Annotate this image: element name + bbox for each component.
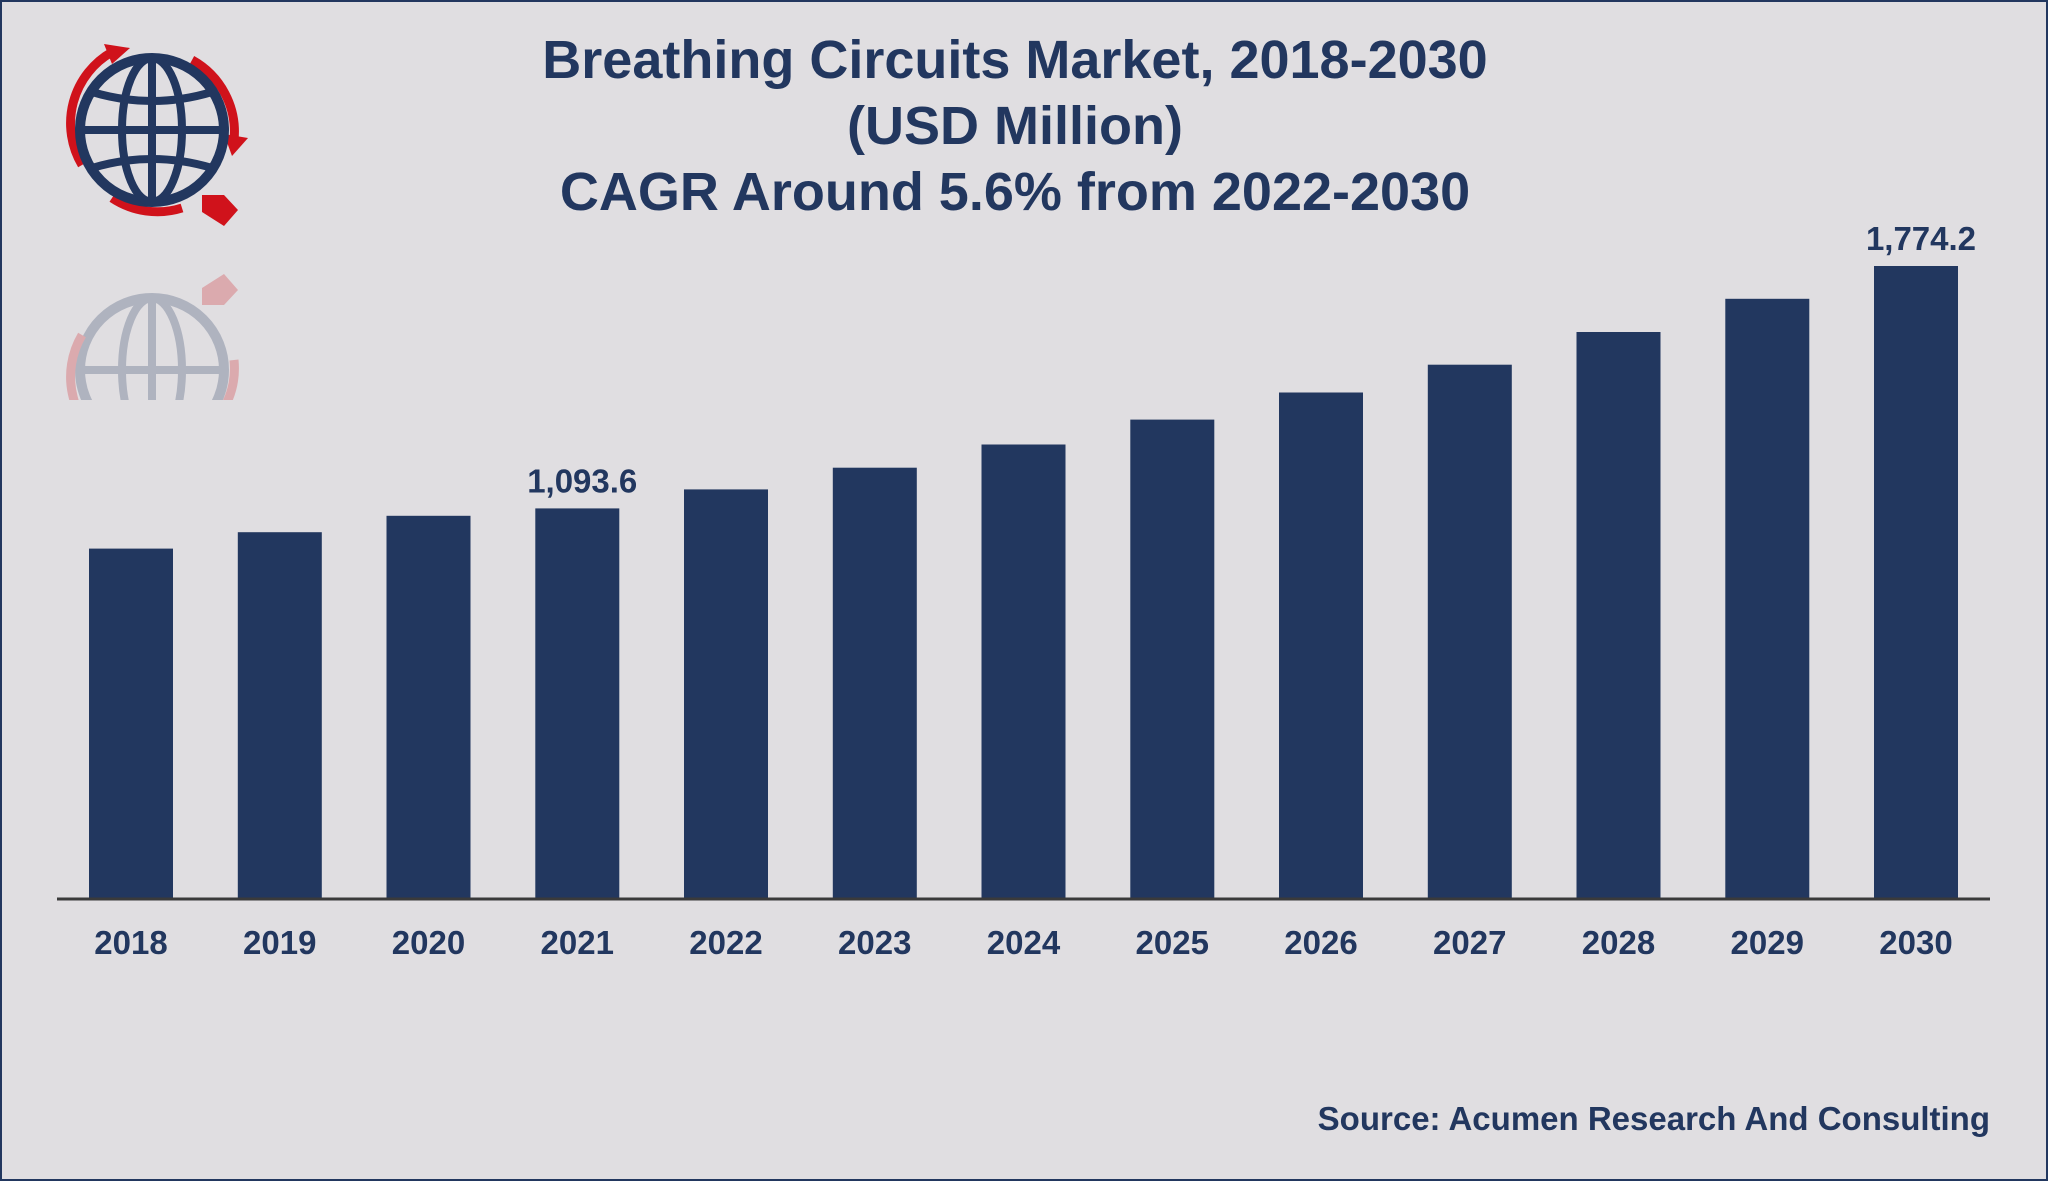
x-tick-label-2024: 2024 <box>987 924 1061 961</box>
bar-2019 <box>237 532 322 898</box>
source-note: Source: Acumen Research And Consulting <box>1317 1100 1990 1137</box>
bar-2023 <box>832 467 917 898</box>
x-tick-label-2020: 2020 <box>392 924 465 961</box>
bar-2018 <box>89 548 173 898</box>
x-tick-label-2029: 2029 <box>1731 924 1804 961</box>
x-tick-label-2027: 2027 <box>1433 924 1506 961</box>
x-tick-label-2026: 2026 <box>1284 924 1357 961</box>
bar-2022 <box>684 489 768 898</box>
bar-2029 <box>1725 298 1810 898</box>
x-tick-label-2025: 2025 <box>1136 924 1209 961</box>
chart-title-line-2: (USD Million) <box>847 96 1183 156</box>
bar-2026 <box>1279 392 1363 898</box>
bar-2025 <box>1130 419 1215 898</box>
chart-subtitle-cagr: CAGR Around 5.6% from 2022-2030 <box>559 162 1471 222</box>
bar-2028 <box>1576 332 1661 898</box>
x-tick-label-2019: 2019 <box>243 924 316 961</box>
chart-title-line-1: Breathing Circuits Market, 2018-2030 <box>542 30 1488 90</box>
x-tick-label-2022: 2022 <box>689 924 762 961</box>
x-tick-label-2023: 2023 <box>838 924 911 961</box>
x-tick-label-2021: 2021 <box>541 924 614 961</box>
x-tick-label-2028: 2028 <box>1582 924 1655 961</box>
bar-2020 <box>386 515 471 898</box>
bar-2027 <box>1427 364 1512 898</box>
bar-2024 <box>981 444 1066 898</box>
x-tick-label-2018: 2018 <box>94 924 167 961</box>
data-label-2030: 1,774.2 <box>1866 220 1976 257</box>
bar-2021 <box>535 508 620 898</box>
globe-logo-icon <box>66 44 248 226</box>
logo-reflection-icon <box>66 274 239 400</box>
x-tick-label-2030: 2030 <box>1879 924 1952 961</box>
bar-2030 <box>1874 266 1958 898</box>
data-label-2021: 1,093.6 <box>527 462 637 499</box>
